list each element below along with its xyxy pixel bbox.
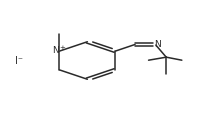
- Text: +: +: [59, 45, 65, 51]
- Text: I⁻: I⁻: [15, 56, 23, 65]
- Text: N: N: [52, 46, 58, 55]
- Text: N: N: [154, 40, 161, 49]
